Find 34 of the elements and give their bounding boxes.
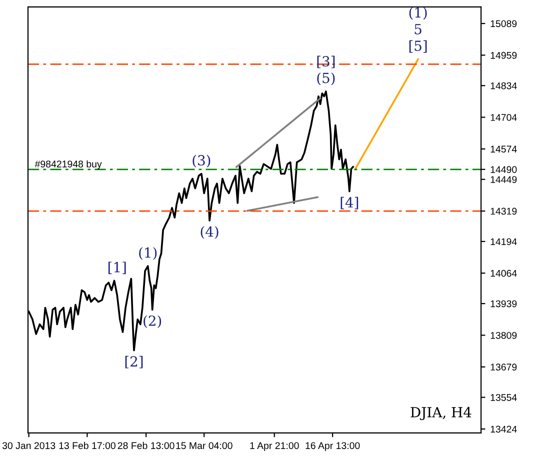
annotation: DJIA, H4 [410, 406, 472, 420]
y-tick-label: 14319 [490, 208, 517, 215]
y-tick-label: 13939 [490, 300, 517, 308]
y-tick-label: 14194 [490, 238, 517, 246]
y-tick-label: 14449 [490, 176, 517, 183]
annotation: (1) [139, 247, 157, 260]
y-tick-label: 14959 [490, 52, 517, 59]
x-tick-label: 28 Feb 13:00 [118, 442, 174, 450]
x-tick-label: 1 Apr 21:00 [250, 442, 299, 451]
y-tick-label: 14574 [490, 146, 517, 153]
y-tick-label: 14064 [490, 270, 517, 277]
annotation: [2] [125, 356, 143, 368]
ref-line-label: #98421948 buy [34, 160, 102, 170]
annotation: [4] [340, 196, 358, 210]
x-tick-label: 15 Mar 04:00 [176, 442, 232, 450]
y-tick-label: 13554 [490, 394, 517, 401]
x-tick-label: 30 Jan 2013 [2, 442, 56, 450]
annotation: [5] [409, 40, 427, 53]
annotation: 5 [414, 24, 422, 34]
y-tick-label: 13424 [490, 426, 517, 433]
y-tick-label: 14834 [490, 82, 517, 90]
y-tick-label: 15089 [490, 20, 517, 28]
y-tick-label: 14704 [490, 114, 517, 121]
annotation: (3) [192, 154, 210, 168]
annotation: [1] [108, 262, 126, 274]
annotation: (2) [144, 315, 162, 328]
x-tick-label: 13 Feb 17:00 [59, 442, 116, 450]
x-tick-label: 16 Apr 13:00 [306, 442, 360, 451]
annotation: (5) [317, 72, 335, 86]
annotation: (1) [409, 6, 427, 20]
y-tick-label: 13679 [490, 364, 517, 371]
y-tick-label: 14490 [490, 166, 517, 174]
y-tick-label: 13809 [490, 332, 517, 339]
annotation: (4) [200, 226, 218, 239]
